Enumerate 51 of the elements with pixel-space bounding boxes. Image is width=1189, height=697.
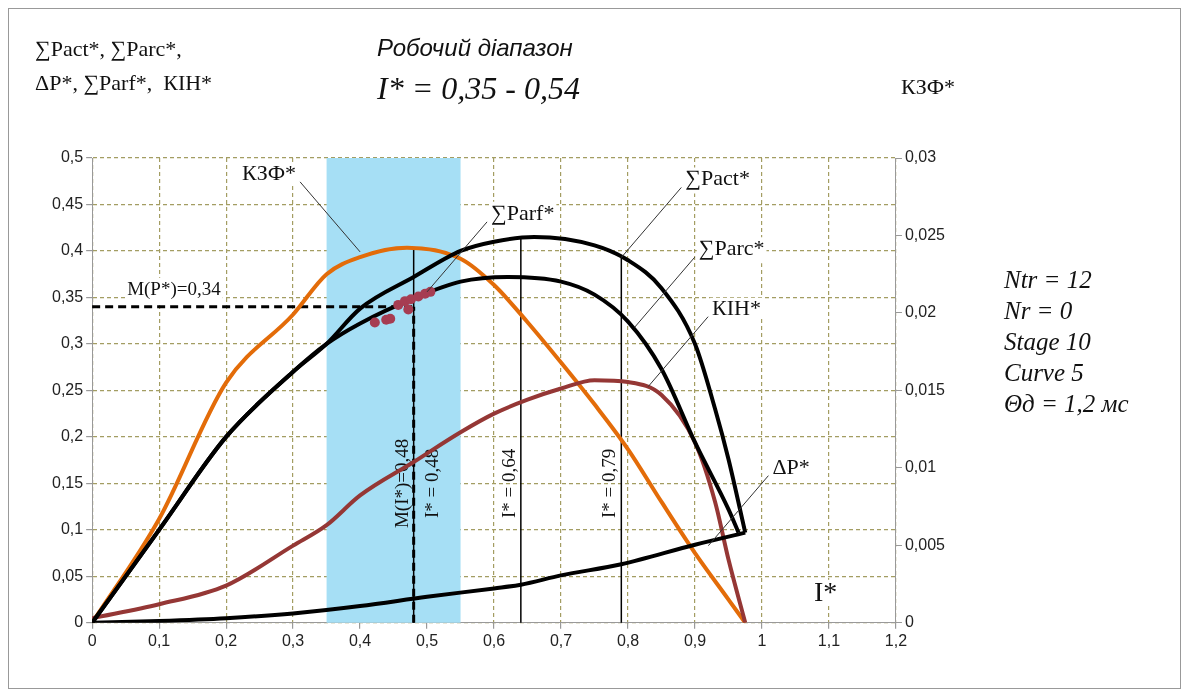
ref-line-label: M(P*)=0,34 [127, 277, 222, 300]
y2-tick-label: 0,02 [904, 303, 937, 321]
y2-axis-title: КЗФ* [900, 74, 956, 99]
y2-tick-label: 0,025 [904, 225, 946, 243]
x-tick-label: 1,2 [884, 631, 908, 649]
annotation: ∑Pact* [685, 165, 750, 191]
text: Θд = 1,2 мс [1003, 390, 1129, 417]
x-tick-label: 0,5 [415, 631, 439, 649]
annotation: ∑Parc* [698, 235, 765, 261]
x-tick-label: 1,1 [817, 631, 841, 649]
annotation: КЗФ* [242, 159, 297, 185]
ref-line-label: I* = 0,79 [598, 448, 620, 519]
y2-tick-label: 0,015 [904, 380, 946, 398]
y-tick-label: 0,1 [60, 520, 84, 538]
y-tick-label: 0 [74, 613, 84, 631]
x-tick-label: 0,2 [214, 631, 238, 649]
x-axis-title: I* [813, 575, 838, 607]
x-tick-label: 0,1 [148, 631, 171, 649]
x-tick-label: 0,4 [348, 631, 372, 649]
y2-tick-label: 0,005 [904, 535, 946, 553]
y-tick-label: 0,25 [52, 380, 84, 398]
y2-tick-label: 0 [904, 613, 914, 631]
annotation: ΔP* [772, 453, 810, 479]
y-axis-title: ∑Pact*, ∑Parc*, ΔP*, ∑Parf*, КІН* [35, 36, 213, 95]
y-tick-label: 0,15 [52, 473, 84, 491]
x-tick-label: 0,9 [683, 631, 707, 649]
y-tick-label: 0,35 [52, 287, 84, 305]
x-tick-label: 0 [87, 631, 97, 649]
y2-tick-label: 0,01 [904, 458, 937, 476]
x-tick-label: 0,3 [281, 631, 305, 649]
y-tick-label: 0,45 [52, 194, 84, 212]
y-tick-label: 0,4 [60, 241, 84, 259]
chart-subtitle: I* = 0,35 - 0,54 [376, 70, 580, 106]
ref-line-label: M(I*)=0,48 [390, 438, 413, 529]
y2-tick-label: 0,03 [904, 148, 937, 166]
text: Stage 10 [1003, 328, 1092, 355]
y-tick-label: 0,3 [60, 334, 84, 352]
x-tick-label: 0,6 [482, 631, 506, 649]
y-tick-label: 0,05 [52, 566, 84, 584]
x-tick-label: 0,8 [616, 631, 640, 649]
chart-title: Робочий діапазон [377, 34, 573, 61]
annotation: КІН* [712, 294, 762, 320]
annotation: ∑Parf* [491, 199, 555, 225]
text: Ntr = 12 [1002, 266, 1092, 293]
text: Curve 5 [1003, 359, 1084, 386]
y-tick-label: 0,5 [60, 148, 84, 166]
text: Nr = 0 [1002, 297, 1073, 324]
x-tick-label: 0,7 [549, 631, 573, 649]
x-tick-label: 1 [757, 631, 767, 649]
ref-line-label: I* = 0,64 [497, 448, 519, 519]
y-tick-label: 0,2 [60, 427, 84, 445]
